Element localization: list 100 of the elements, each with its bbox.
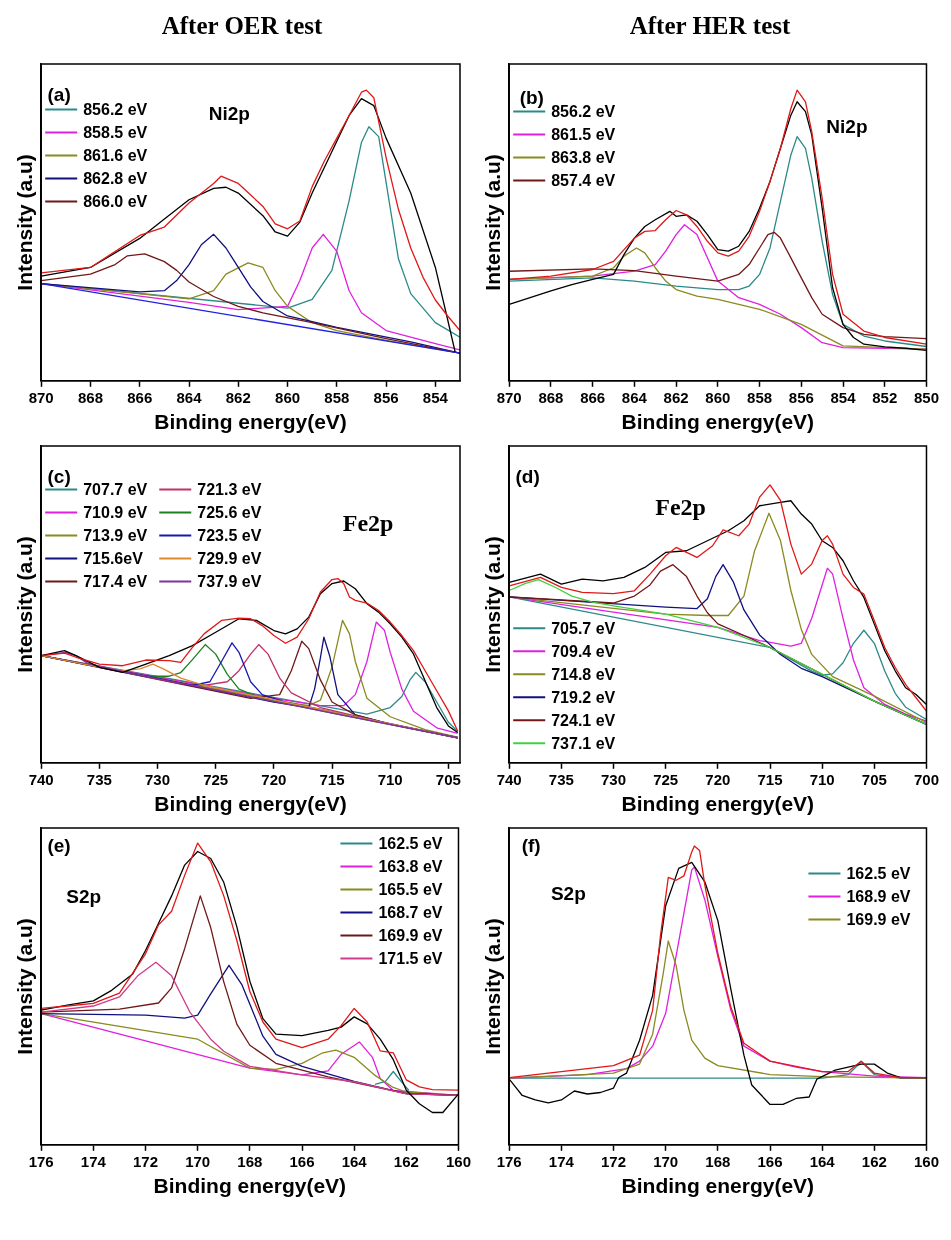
y-axis-title: Intensity (a.u): [13, 536, 37, 673]
legend-label: 162.5 eV: [846, 864, 911, 882]
x-tick-label: 166: [289, 1152, 315, 1170]
x-tick-label: 168: [705, 1152, 731, 1170]
x-tick-label: 160: [913, 1152, 939, 1170]
x-tick-label: 854: [422, 388, 449, 406]
x-tick-label: 870: [496, 388, 522, 406]
x-tick-label: 858: [324, 388, 350, 406]
legend-label: 710.9 eV: [83, 503, 148, 521]
x-tick-label: 862: [225, 388, 251, 406]
x-tick-label: 168: [237, 1152, 263, 1170]
x-tick-label: 710: [377, 770, 403, 788]
x-tick-label: 740: [28, 770, 54, 788]
x-tick-label: 858: [747, 388, 773, 406]
x-tick-label: 870: [28, 388, 54, 406]
legend-label: 707.7 eV: [83, 480, 148, 498]
x-tick-label: 860: [275, 388, 301, 406]
legend-label: 725.6 eV: [197, 503, 262, 521]
x-tick-label: 720: [261, 770, 287, 788]
legend-label: 717.4 eV: [83, 572, 148, 590]
x-axis-title: Binding energy(eV): [154, 792, 347, 816]
x-tick-label: 170: [185, 1152, 211, 1170]
legend-label: 162.5 eV: [378, 834, 443, 852]
text: (c): [47, 465, 71, 487]
legend-label: 163.8 eV: [378, 857, 443, 875]
x-tick-label: 162: [393, 1152, 419, 1170]
legend-label: 861.5 eV: [551, 125, 616, 143]
legend-label: 169.9 eV: [846, 910, 911, 928]
chart-title: After OER test: [160, 11, 324, 41]
legend-label: 737.9 eV: [197, 572, 262, 590]
x-tick-label: 854: [830, 388, 857, 406]
x-tick-label: 735: [548, 770, 574, 788]
x-tick-label: 866: [580, 388, 606, 406]
legend-label: 715.6eV: [83, 549, 144, 567]
annotation: (d): [515, 465, 540, 487]
legend-label: 165.5 eV: [378, 880, 443, 898]
legend-label: 713.9 eV: [83, 526, 148, 544]
y-axis-title: Intensity (a.u): [481, 536, 505, 673]
x-tick-label: 725: [653, 770, 679, 788]
legend-label: 857.4 eV: [551, 171, 616, 189]
legend-label: 723.5 eV: [197, 526, 262, 544]
x-tick-label: 856: [373, 388, 399, 406]
legend-label: 729.9 eV: [197, 549, 262, 567]
x-tick-label: 176: [496, 1152, 522, 1170]
annotation: (b): [519, 87, 544, 109]
legend-label: 169.9 eV: [378, 926, 443, 944]
y-axis-title: Intensity (a.u): [481, 918, 505, 1055]
annotation: S2p: [66, 885, 102, 907]
x-tick-label: 162: [861, 1152, 887, 1170]
annotation: (e): [47, 835, 71, 857]
x-tick-label: 160: [445, 1152, 471, 1170]
x-tick-label: 174: [548, 1152, 575, 1170]
annotation: S2p: [550, 882, 586, 904]
x-tick-label: 174: [80, 1152, 107, 1170]
x-tick-label: 868: [77, 388, 103, 406]
legend-label: 861.6 eV: [83, 146, 148, 164]
x-tick-label: 735: [86, 770, 112, 788]
legend-label: 866.0 eV: [83, 192, 148, 210]
x-tick-label: 860: [705, 388, 731, 406]
legend-label: 721.3 eV: [197, 480, 262, 498]
annotation: Ni2p: [826, 115, 868, 137]
x-tick-label: 852: [872, 388, 898, 406]
legend-label: 709.4 eV: [551, 642, 616, 660]
x-tick-label: 720: [705, 770, 731, 788]
y-axis-title: Intensity (a.u): [13, 918, 37, 1055]
chart-title: After HER test: [628, 11, 792, 41]
legend-label: 168.7 eV: [378, 903, 443, 921]
x-tick-label: 705: [861, 770, 887, 788]
legend-label: 863.8 eV: [551, 148, 616, 166]
legend-label: 168.9 eV: [846, 887, 911, 905]
x-tick-label: 866: [127, 388, 153, 406]
x-axis-title: Binding energy(eV): [621, 410, 815, 434]
x-tick-label: 740: [496, 770, 522, 788]
x-tick-label: 710: [809, 770, 835, 788]
x-tick-label: 850: [913, 388, 939, 406]
x-tick-label: 166: [757, 1152, 783, 1170]
x-tick-label: 715: [757, 770, 783, 788]
x-axis-title: Binding energy(eV): [621, 792, 815, 816]
legend-label: 856.2 eV: [551, 102, 616, 120]
legend-label: 714.8 eV: [551, 665, 616, 683]
x-axis-title: Binding energy(eV): [621, 1174, 815, 1198]
x-axis-title: Binding energy(eV): [154, 410, 347, 434]
x-tick-label: 170: [653, 1152, 679, 1170]
legend-label: 862.8 eV: [83, 169, 148, 187]
x-axis-title: Binding energy(eV): [153, 1174, 347, 1198]
x-tick-label: 730: [601, 770, 627, 788]
legend-label: 705.7 eV: [551, 619, 616, 637]
x-tick-label: 172: [601, 1152, 627, 1170]
legend-label: 719.2 eV: [551, 688, 616, 706]
legend-label: 724.1 eV: [551, 711, 616, 729]
x-tick-label: 862: [663, 388, 689, 406]
x-tick-label: 864: [176, 388, 203, 406]
annotation: Ni2p: [208, 102, 250, 124]
x-tick-label: 164: [809, 1152, 836, 1170]
legend-label: 171.5 eV: [378, 949, 443, 967]
legend-label: 858.5 eV: [83, 123, 148, 141]
x-tick-label: 725: [203, 770, 229, 788]
x-tick-label: 715: [319, 770, 345, 788]
x-tick-label: 176: [28, 1152, 54, 1170]
x-tick-label: 856: [788, 388, 814, 406]
